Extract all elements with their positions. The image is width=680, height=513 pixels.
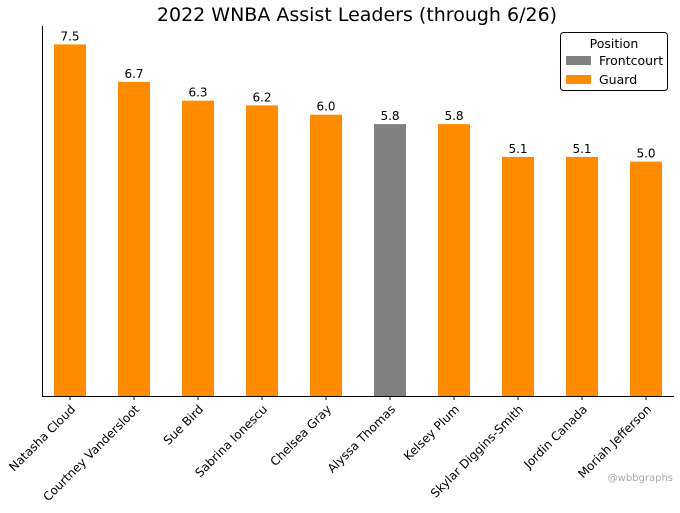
value-label-4: 6.2 [252,90,271,104]
legend-label-guard: Guard [599,72,637,87]
bar-5 [310,114,342,397]
bar-6 [374,124,406,396]
x-tick-label-7: Kelsey Plum [401,402,462,463]
value-label-1: 7.5 [60,29,79,43]
watermark: @wbbgraphs [608,473,673,484]
value-label-2: 6.7 [124,67,143,81]
bars-layer [54,44,662,397]
bar-4 [246,105,278,397]
x-tick-label-9: Jordin Canada [520,402,590,472]
legend-entries: Frontcourt Guard [566,53,663,87]
x-tick-label-1: Natasha Cloud [6,402,78,474]
value-label-9: 5.1 [572,142,591,156]
x-tick-label-3: Sue Bird [161,402,206,447]
value-label-6: 5.8 [380,109,399,123]
legend-label-frontcourt: Frontcourt [599,53,663,68]
legend-title: Position [590,36,639,51]
bar-1 [54,44,86,396]
value-label-7: 5.8 [444,109,463,123]
legend-swatch-frontcourt [566,56,591,65]
value-labels-layer: 7.5 6.7 6.3 6.2 6.0 5.8 5.8 5.1 5.1 5.0 [60,29,655,160]
bar-3 [182,100,214,397]
legend: Position Frontcourt Guard [560,32,668,91]
value-label-10: 5.0 [636,147,655,161]
bar-2 [118,81,150,396]
x-tick-label-5: Chelsea Gray [268,402,335,469]
value-label-8: 5.1 [508,142,527,156]
bar-10 [630,161,662,396]
bar-9 [566,156,598,396]
value-label-5: 6.0 [316,100,335,114]
bar-8 [502,156,534,396]
legend-swatch-guard [566,75,591,84]
bar-7 [438,124,470,396]
chart-title: 2022 WNBA Assist Leaders (through 6/26) [157,4,557,26]
value-label-3: 6.3 [188,86,207,100]
ticks-layer [69,396,647,400]
x-tick-label-6: Alyssa Thomas [325,402,398,475]
